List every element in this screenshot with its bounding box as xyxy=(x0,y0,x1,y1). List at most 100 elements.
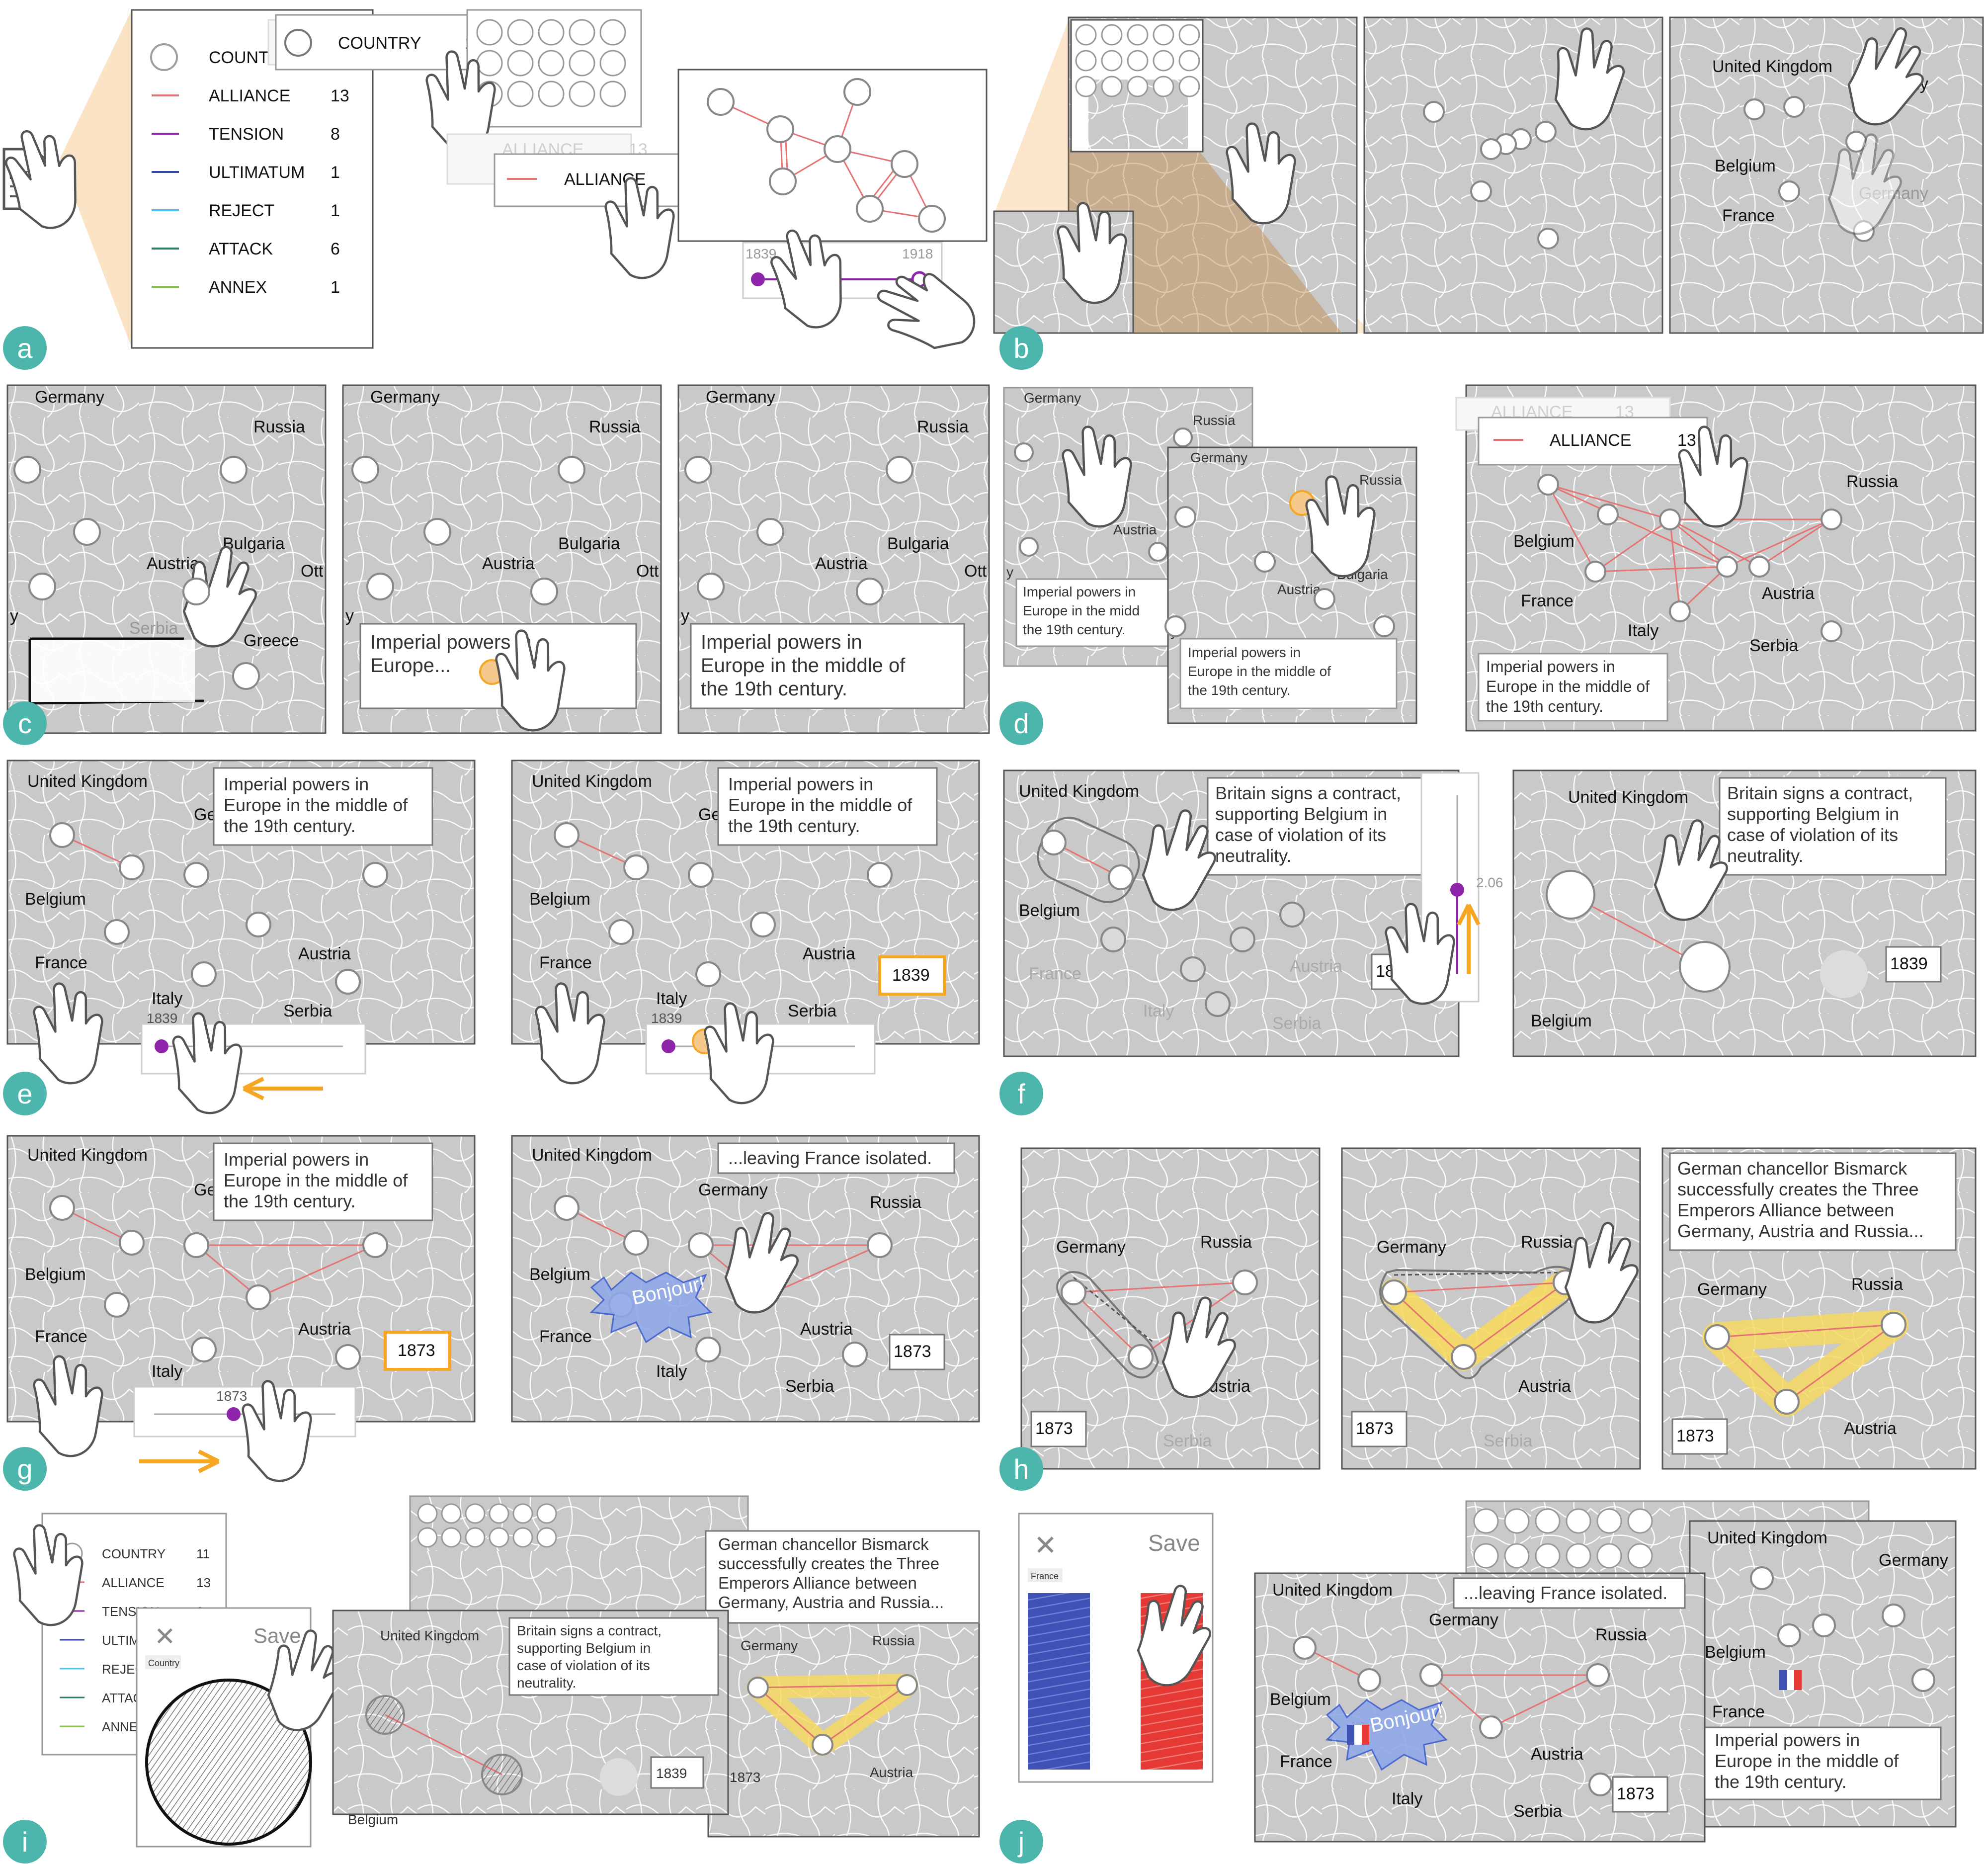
country-node[interactable] xyxy=(1537,228,1559,250)
editor-save-button[interactable]: Save xyxy=(253,1624,301,1647)
legend-label[interactable]: ANNEX xyxy=(209,278,267,297)
unplaced-country-node[interactable] xyxy=(538,50,565,77)
country-node[interactable] xyxy=(1659,508,1681,530)
country-node-large[interactable] xyxy=(1679,941,1731,993)
country-node[interactable] xyxy=(1704,1324,1730,1350)
country-node[interactable] xyxy=(1128,1344,1154,1370)
unplaced-country-node[interactable] xyxy=(1153,24,1174,46)
country-node[interactable] xyxy=(1451,1344,1477,1370)
country-node[interactable] xyxy=(1381,1279,1407,1305)
country-node[interactable] xyxy=(1423,101,1445,123)
unplaced-country-node[interactable] xyxy=(1535,1508,1561,1534)
size-slider-handle[interactable] xyxy=(1450,883,1464,897)
unplaced-country-node[interactable] xyxy=(538,81,565,107)
annotation-textbox[interactable] xyxy=(213,767,433,846)
country-node[interactable] xyxy=(695,1337,721,1362)
country-node[interactable] xyxy=(1778,180,1800,202)
country-node[interactable] xyxy=(182,578,210,605)
annotation-textbox[interactable] xyxy=(717,1142,955,1174)
country-node[interactable] xyxy=(1588,1773,1612,1796)
unplaced-country-node[interactable] xyxy=(569,50,595,77)
country-node[interactable] xyxy=(1911,1668,1935,1692)
unplaced-country-node[interactable] xyxy=(1596,1543,1622,1569)
country-node[interactable] xyxy=(191,961,217,987)
annotation-textbox[interactable] xyxy=(1207,777,1430,876)
country-node[interactable] xyxy=(1535,121,1557,143)
unplaced-country-node[interactable] xyxy=(1473,1543,1499,1569)
country-node[interactable] xyxy=(1041,830,1067,855)
country-glyph-node[interactable] xyxy=(365,1695,405,1735)
country-node[interactable] xyxy=(554,822,580,848)
country-node[interactable] xyxy=(335,969,361,995)
country-node[interactable] xyxy=(1232,1270,1258,1295)
country-node[interactable] xyxy=(856,195,884,223)
country-node[interactable] xyxy=(246,912,271,937)
unplaced-country-node[interactable] xyxy=(569,19,595,46)
country-node[interactable] xyxy=(1750,1566,1774,1590)
country-node[interactable] xyxy=(1314,588,1335,610)
country-node[interactable] xyxy=(1669,600,1691,622)
country-node[interactable] xyxy=(812,1734,833,1756)
unplaced-country-node[interactable] xyxy=(538,19,565,46)
unplaced-country-node[interactable] xyxy=(1627,1508,1653,1534)
country-node[interactable] xyxy=(688,1232,714,1258)
country-node[interactable] xyxy=(896,1674,918,1696)
country-node[interactable] xyxy=(1586,1663,1610,1687)
country-node[interactable] xyxy=(1716,556,1738,578)
country-node[interactable] xyxy=(558,456,585,484)
annotation-textbox[interactable] xyxy=(717,767,938,846)
slider-handle[interactable] xyxy=(662,1039,675,1053)
country-node[interactable] xyxy=(1373,615,1395,637)
unplaced-country-node[interactable] xyxy=(441,1503,462,1524)
annotation-textbox[interactable] xyxy=(1453,1577,1686,1609)
country-node[interactable] xyxy=(918,205,946,233)
country-node[interactable] xyxy=(49,822,75,848)
unplaced-country-node[interactable] xyxy=(512,1527,533,1548)
country-node[interactable] xyxy=(886,456,913,484)
country-node[interactable] xyxy=(684,456,712,484)
country-node[interactable] xyxy=(351,456,379,484)
unplaced-country-node[interactable] xyxy=(1504,1508,1530,1534)
country-node[interactable] xyxy=(1812,1613,1836,1637)
country-node[interactable] xyxy=(1019,537,1039,557)
country-node[interactable] xyxy=(1164,615,1186,637)
unplaced-country-node[interactable] xyxy=(1504,1543,1530,1569)
country-node[interactable] xyxy=(1108,864,1134,890)
unplaced-country-node[interactable] xyxy=(536,1503,557,1524)
annotation-textbox[interactable] xyxy=(1669,1152,1957,1251)
unplaced-country-node[interactable] xyxy=(465,1527,486,1548)
unplaced-country-node[interactable] xyxy=(1075,50,1097,72)
country-node[interactable] xyxy=(104,1292,130,1318)
unplaced-country-node[interactable] xyxy=(1566,1508,1591,1534)
country-node[interactable] xyxy=(1743,98,1765,120)
country-node[interactable] xyxy=(49,1195,75,1221)
country-node[interactable] xyxy=(362,1232,388,1258)
map-view[interactable] xyxy=(1363,16,1663,334)
country-node[interactable] xyxy=(1061,1279,1086,1305)
unplaced-country-node[interactable] xyxy=(417,1527,438,1548)
country-node[interactable] xyxy=(13,456,41,484)
close-icon[interactable]: ✕ xyxy=(1034,1529,1057,1561)
slider-start-handle[interactable] xyxy=(751,272,765,286)
country-node[interactable] xyxy=(554,1195,580,1221)
country-node[interactable] xyxy=(1821,508,1842,530)
country-node[interactable] xyxy=(891,150,918,178)
alliance-card[interactable] xyxy=(1478,417,1708,466)
unplaced-country-node[interactable] xyxy=(1473,1508,1499,1534)
unplaced-country-node[interactable] xyxy=(1075,76,1097,97)
annotation-textbox[interactable] xyxy=(1179,638,1398,709)
country-node[interactable] xyxy=(1584,561,1606,583)
unplaced-country-node[interactable] xyxy=(1101,50,1123,72)
hand-drawn-glyph[interactable] xyxy=(145,1679,312,1846)
country-node[interactable] xyxy=(747,1677,769,1698)
country-glyph-node[interactable] xyxy=(481,1754,523,1795)
country-card[interactable] xyxy=(275,14,500,71)
country-node[interactable] xyxy=(756,518,784,546)
country-node[interactable] xyxy=(842,1342,868,1367)
country-node[interactable] xyxy=(1419,1663,1443,1687)
country-node[interactable] xyxy=(1537,474,1559,496)
country-node[interactable] xyxy=(856,578,884,605)
annotation-textbox[interactable] xyxy=(1478,653,1668,722)
unplaced-country-node[interactable] xyxy=(569,81,595,107)
country-node[interactable] xyxy=(119,854,145,880)
